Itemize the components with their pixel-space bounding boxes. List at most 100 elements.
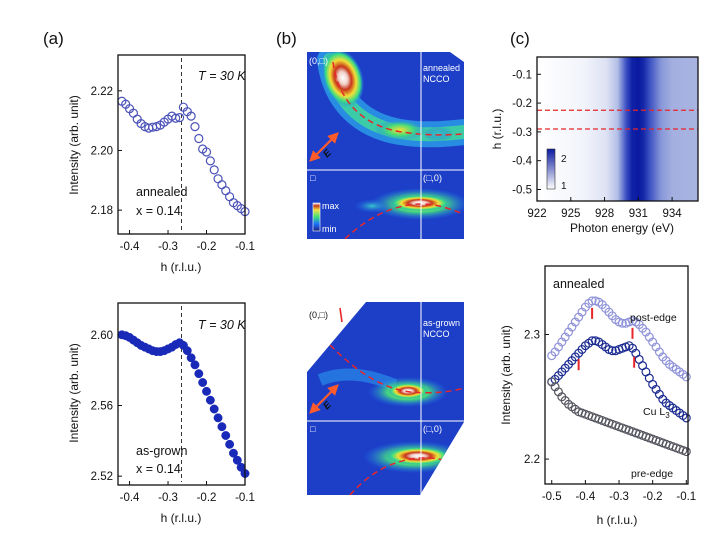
a_bottom-series-0-point-28 [225,439,235,449]
c_top-ytick-label-1: -0.4 [512,156,532,168]
chart-a-bottom: -0.4 -0.3 -0.2 -0.1 2.52 2.56 2.60 T = 30 K as… [67,302,255,525]
a_bottom-series-0-point-22 [202,386,211,396]
a_top-ytick-label-1: 2.20 [91,145,113,157]
a-top-doping-label: x = 0.14 [136,204,181,218]
c_bottom-xtick-label-1: -0.4 [575,491,595,503]
a_bottom-series-0-point-27 [221,431,231,440]
a_bottom-xtick-label-2: -0.2 [197,492,217,504]
c_bottom-series-0-point-21 [617,318,627,328]
c-top-ylabel: h (r.l.u.) [490,109,504,150]
c-bottom-sample-label: annealed [553,277,604,291]
a_bottom-series-0-point-29 [229,448,238,458]
c_bottom-series-1-point-40 [681,413,691,423]
a_top-series-0-point-27 [221,186,231,196]
c_top-xtick-label-0: 922 [527,208,546,220]
a_bottom-series-0-point-19 [190,360,200,370]
c-bottom-cu-label: Cu L3 [643,406,670,420]
a-bottom-xlabel: h (r.l.u.) [161,511,202,525]
a-top-grid-layer: -0.4 -0.3 -0.2 -0.1 2.18 2.20 2.22 [91,58,255,253]
chart-a-top: -0.4 -0.3 -0.2 -0.1 2.18 2.20 2.22 T = 30 K an… [67,54,255,274]
c-bottom-cu-label-sub: 3 [665,411,670,420]
b-top-origin-label: □ [310,173,316,183]
b-top-warm-spot-2 [422,126,454,142]
b-top-hotspot-antinode [390,195,450,211]
c_bottom-xtick-label-2: -0.3 [609,491,629,503]
a-bottom-grid-layer: -0.4 -0.3 -0.2 -0.1 2.52 2.56 2.60 [91,306,255,504]
a_bottom-series-0-point-25 [213,413,223,423]
a_top-xtick-label-3: -0.1 [235,241,255,253]
a_bottom-series-0-point-26 [217,422,227,432]
a-bottom-temp-label: T = 30 K [198,318,246,332]
a_top-series-0-point-26 [217,180,227,190]
b-top-fermi-surface-lower [344,203,464,239]
c-top-frame [536,56,699,202]
b-top-point-label: (□,0) [423,173,442,183]
b-bottom-outside-tick [339,307,343,323]
b-top-sample-line2: NCCO [423,74,450,84]
c-top-colorbar [546,148,556,190]
a_bottom-ytick-label-0: 2.52 [91,471,113,483]
map-b-top: E max min (0,□) annealed NCCO □ (□,0) [307,52,464,239]
c_top-ytick-label-3: -0.2 [512,98,532,110]
c-bottom-ylabel: Intensity (arb. unit) [499,325,513,424]
chart-c-top: 922 925 928 931 934-0.5-0.4-0.3-0.2-0.1 2 1 … [490,56,699,235]
panel-label-a: (a) [43,29,64,48]
c_bottom-ytick-label-1: 2.3 [524,330,540,342]
b-bottom-lower-hotspot [386,447,450,465]
a_bottom-ytick-label-2: 2.60 [91,330,113,342]
b-top-hotspot-node [321,52,365,108]
c_top-ytick-label-4: -0.1 [512,69,532,81]
a_bottom-xtick-label-1: -0.3 [158,492,178,504]
b-top-sample-line1: annealed [423,63,460,73]
a-top-xlabel: h (r.l.u.) [161,260,202,274]
a_top-series-0-point-28 [225,192,235,202]
a_top-xtick-label-0: -0.4 [120,241,140,253]
a_top-ytick-label-0: 2.18 [91,205,113,217]
a-bottom-frame [117,302,246,486]
b-bottom-point-label: (□,0) [423,424,442,434]
b-top-corner-label: (0,□) [309,56,328,66]
c_bottom-xtick-label-0: -0.5 [542,491,562,503]
c_bottom-series-1-point-12 [587,336,597,346]
b-bottom-e-arrow [309,384,339,414]
a_top-series-0-point-24 [209,165,219,175]
c_bottom-series-2-point-40 [681,447,691,457]
c-top-overlay-layer: 922 925 928 931 934 -0.5 -0.4 -0.3 -0.2 -0.1 [512,69,698,220]
c_top-xtick-label-1: 925 [561,208,580,220]
a_top-xtick-label-2: -0.2 [197,241,217,253]
b-top-fermi-surface-upper [332,61,464,136]
b-top-colorbar [312,202,321,232]
a-bottom-ylabel: Intensity (arb. unit) [67,343,81,442]
b-top-intensity [307,52,464,239]
b-bottom-sample-line1: as-grown [423,318,460,328]
a_bottom-xtick-label-3: -0.1 [235,492,255,504]
b-bottom-origin-label: □ [310,424,316,434]
chart-c-bottom: -0.5 -0.4 -0.3 -0.2 -0.1 2.2 2.3 annealed post… [499,265,696,527]
a-top-temp-label: T = 30 K [198,69,246,83]
a_top-xtick-label-1: -0.3 [158,241,178,253]
a_top-ytick-label-2: 2.22 [91,86,113,98]
b-top-colorbar-min: min [322,224,337,234]
c-bottom-xlabel: h (r.l.u.) [597,513,638,527]
b-bottom-sample-line2: NCCO [423,329,450,339]
c_bottom-series-1-point-18 [607,346,617,356]
c-top-xlabel: Photon energy (eV) [570,221,674,235]
panel-label-b: (b) [276,29,297,48]
c-top-colorbar-tick-1: 1 [561,181,567,192]
c_bottom-series-0-point-12 [587,296,597,306]
a-top-frame [117,54,246,235]
c_top-ytick-label-2: -0.3 [512,127,532,139]
a-top-sample-label: annealed [136,185,187,199]
a_top-series-0-point-18 [186,111,196,121]
a_bottom-series-0-point-30 [232,455,242,465]
c_bottom-series-0-point-40 [681,372,691,382]
c-bottom-frame [544,265,689,485]
a_bottom-xtick-label-0: -0.4 [120,492,140,504]
a_bottom-series-0-point-20 [194,369,204,379]
c_top-xtick-label-3: 931 [629,208,648,220]
a_top-series-0-point-19 [190,121,200,132]
a_top-series-0-point-14 [171,113,181,123]
panel-label-c: (c) [510,29,530,48]
a_bottom-ytick-label-1: 2.56 [91,400,113,412]
b-top-colorbar-max: max [322,201,340,211]
